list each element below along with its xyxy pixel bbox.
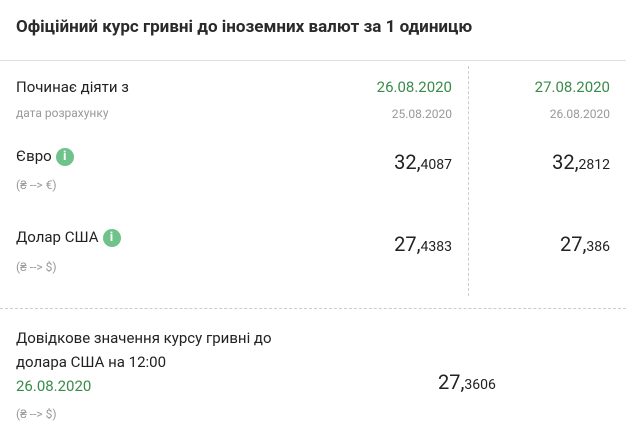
currency-name: Долар США i (16, 228, 121, 248)
rate-whole: 27, (438, 370, 465, 394)
rate: 32,4087 (394, 150, 452, 174)
section-divider (0, 308, 626, 309)
column-divider (468, 66, 469, 296)
calc-label: дата розрахунку (16, 106, 109, 120)
reference-label: долара США на 12:00 (16, 353, 167, 371)
reference-rate: 27,3606 (438, 370, 496, 394)
rate-fraction: 3606 (464, 377, 496, 393)
direction: (₴ --> $) (16, 260, 57, 274)
reference-date: 26.08.2020 (16, 377, 92, 395)
effective-date: 26.08.2020 (376, 78, 452, 96)
rate-fraction: 2812 (578, 157, 610, 173)
rate-fraction: 386 (586, 239, 610, 255)
rate-whole: 27, (394, 232, 421, 256)
direction: (₴ --> €) (16, 178, 57, 192)
direction: (₴ --> $) (16, 407, 57, 421)
title: Офіційний курс гривні до іноземних валют… (16, 17, 473, 37)
rate: 27,386 (560, 232, 610, 256)
currency-name-text: Євро (16, 147, 52, 165)
calc-date: 25.08.2020 (391, 107, 452, 121)
rate-whole: 32, (394, 150, 421, 174)
currency-name-text: Долар США (16, 228, 99, 246)
rate-whole: 32, (552, 150, 579, 174)
info-icon[interactable]: i (55, 148, 74, 167)
info-icon[interactable]: i (102, 229, 121, 248)
effective-date: 27.08.2020 (534, 78, 610, 96)
divider (0, 60, 626, 61)
currency-name: Євро i (16, 147, 74, 167)
reference-label: Довідкове значення курсу гривні до (16, 329, 272, 347)
rate-whole: 27, (559, 232, 587, 256)
rate: 27,4383 (394, 232, 452, 256)
calc-date: 26.08.2020 (549, 107, 610, 121)
effective-label: Починає діяти з (16, 78, 129, 96)
rate-fraction: 4087 (420, 157, 452, 173)
rate: 32,2812 (552, 150, 610, 174)
rate-fraction: 4383 (420, 239, 452, 255)
